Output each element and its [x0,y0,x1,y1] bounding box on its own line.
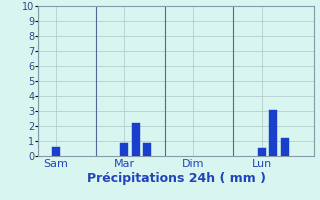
Bar [52,147,60,156]
Bar [258,148,266,156]
Bar [132,123,140,156]
Bar [281,138,289,156]
Bar [269,110,277,156]
X-axis label: Précipitations 24h ( mm ): Précipitations 24h ( mm ) [86,172,266,185]
Bar [120,143,128,156]
Bar [143,142,151,156]
